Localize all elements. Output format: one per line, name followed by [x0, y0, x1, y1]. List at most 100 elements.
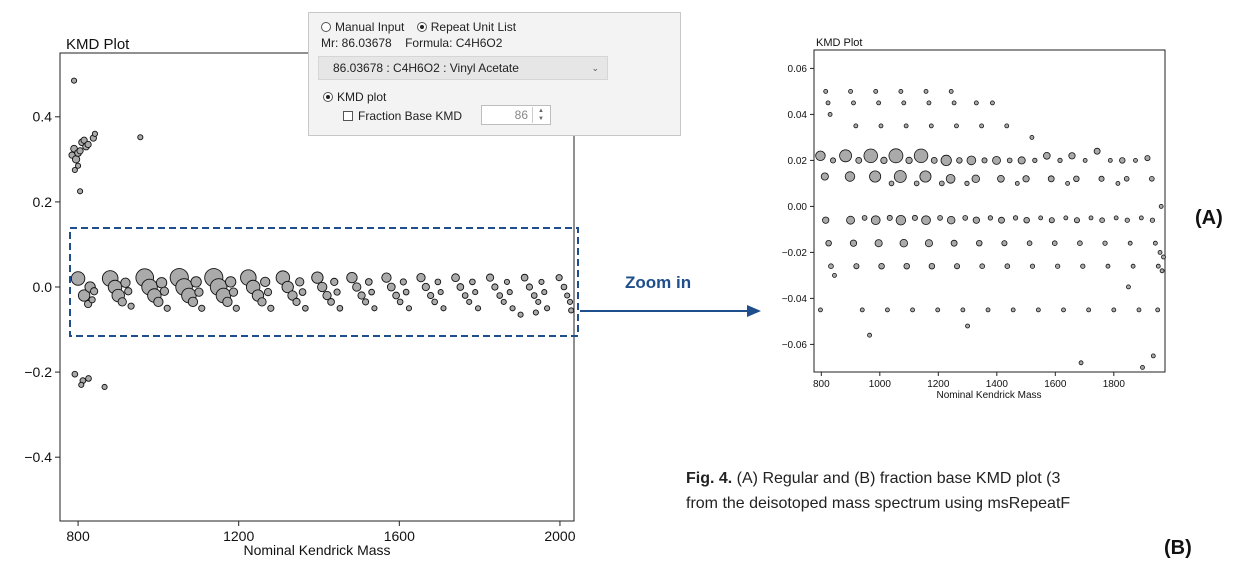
data-point: [954, 123, 959, 129]
data-point: [1073, 217, 1080, 224]
zoom-arrow: [580, 305, 761, 317]
label-a: (A): [1195, 207, 1223, 229]
data-point: [500, 298, 507, 305]
data-point: [187, 296, 199, 308]
data-point: [466, 298, 473, 305]
data-point: [257, 297, 267, 307]
data-point: [530, 292, 538, 299]
data-point: [962, 215, 969, 221]
data-point: [859, 307, 865, 313]
data-point: [1138, 215, 1144, 221]
x-tick-label: 1000: [869, 379, 892, 390]
data-point: [893, 170, 907, 183]
fraction-base-label: Fraction Base KMD: [358, 109, 463, 123]
data-point: [1004, 263, 1011, 270]
data-point: [124, 287, 133, 296]
data-point: [1149, 217, 1156, 223]
data-point: [381, 272, 392, 283]
data-point: [1077, 240, 1083, 247]
fraction-base-stepper[interactable]: 86 ▲ ▼: [481, 105, 551, 125]
data-point: [566, 298, 574, 305]
data-point: [1088, 215, 1094, 221]
repeat-unit-select[interactable]: 86.03678 : C4H6O2 : Vinyl Acetate ⌄: [318, 56, 608, 80]
manual-input-radio[interactable]: [321, 22, 331, 32]
data-point: [416, 273, 426, 283]
zoom-plot-title: KMD Plot: [816, 37, 862, 49]
fraction-base-checkbox[interactable]: [343, 111, 353, 121]
data-point: [1061, 307, 1066, 313]
data-point: [451, 273, 460, 282]
zoom-x-axis-label: Nominal Kendrick Mass: [936, 390, 1041, 401]
data-point: [163, 304, 171, 312]
data-point: [91, 130, 98, 137]
repeat-unit-list-radio[interactable]: [416, 22, 427, 32]
data-point: [71, 166, 78, 174]
data-point: [1105, 263, 1111, 269]
data-point: [930, 156, 938, 164]
data-point: [839, 149, 852, 163]
data-point: [823, 89, 829, 94]
data-point: [287, 290, 298, 301]
data-point: [352, 282, 362, 292]
data-point: [101, 383, 108, 391]
data-point: [924, 239, 933, 248]
data-point: [825, 100, 831, 106]
data-point: [903, 123, 909, 129]
data-point: [1157, 249, 1163, 255]
main-scatter-series: [68, 77, 575, 391]
stepper-up-icon[interactable]: ▲: [538, 108, 544, 114]
data-point: [870, 215, 881, 226]
data-point: [392, 291, 400, 300]
kmd-plot-radio[interactable]: [323, 92, 333, 102]
data-point: [923, 89, 929, 94]
stepper-down-icon[interactable]: ▼: [538, 116, 544, 122]
data-point: [127, 302, 135, 310]
data-point: [1149, 176, 1155, 182]
data-point: [364, 278, 373, 286]
data-point: [874, 239, 883, 248]
data-point: [905, 156, 913, 164]
data-point: [222, 296, 233, 308]
data-point: [901, 100, 907, 106]
data-point: [895, 214, 907, 226]
mr-value: Mr: 86.03678: [321, 36, 392, 50]
data-point: [1043, 152, 1051, 160]
data-point: [855, 156, 863, 164]
data-point: [1133, 157, 1138, 163]
data-point: [302, 304, 309, 312]
data-point: [1099, 217, 1105, 224]
data-point: [496, 292, 504, 299]
data-point: [827, 112, 833, 117]
data-point: [232, 304, 240, 312]
main-x-axis: 800 1200 1600 2000: [66, 521, 576, 544]
data-point: [1047, 175, 1055, 183]
data-point: [919, 170, 932, 183]
data-point: [960, 307, 966, 313]
data-point: [472, 289, 479, 296]
data-point: [120, 277, 131, 288]
data-point: [910, 307, 915, 313]
data-point: [818, 307, 823, 313]
data-point: [346, 271, 358, 284]
data-point: [940, 154, 952, 166]
data-point: [987, 215, 993, 221]
data-point: [1086, 307, 1092, 313]
fraction-base-value: 86: [514, 108, 528, 122]
data-point: [903, 262, 910, 270]
main-kmd-plot: KMD Plot 0.4 0.2 0.0 −0.2 −0.4 800 1200 1600 20…: [24, 36, 579, 558]
data-point: [317, 281, 328, 293]
figure-caption: Fig. 4. (A) Regular and (B) fraction bas…: [686, 466, 1070, 516]
data-point: [88, 296, 96, 304]
data-point: [485, 273, 495, 282]
y-tick-label: 0.4: [33, 109, 53, 125]
data-point: [1065, 180, 1070, 186]
data-point: [998, 216, 1005, 224]
data-point: [1155, 263, 1161, 269]
data-point: [506, 289, 513, 296]
data-point: [555, 274, 563, 282]
data-point: [849, 239, 858, 247]
data-point: [70, 271, 86, 286]
data-point: [1068, 152, 1076, 160]
data-point: [848, 89, 853, 94]
data-point: [1107, 157, 1113, 163]
